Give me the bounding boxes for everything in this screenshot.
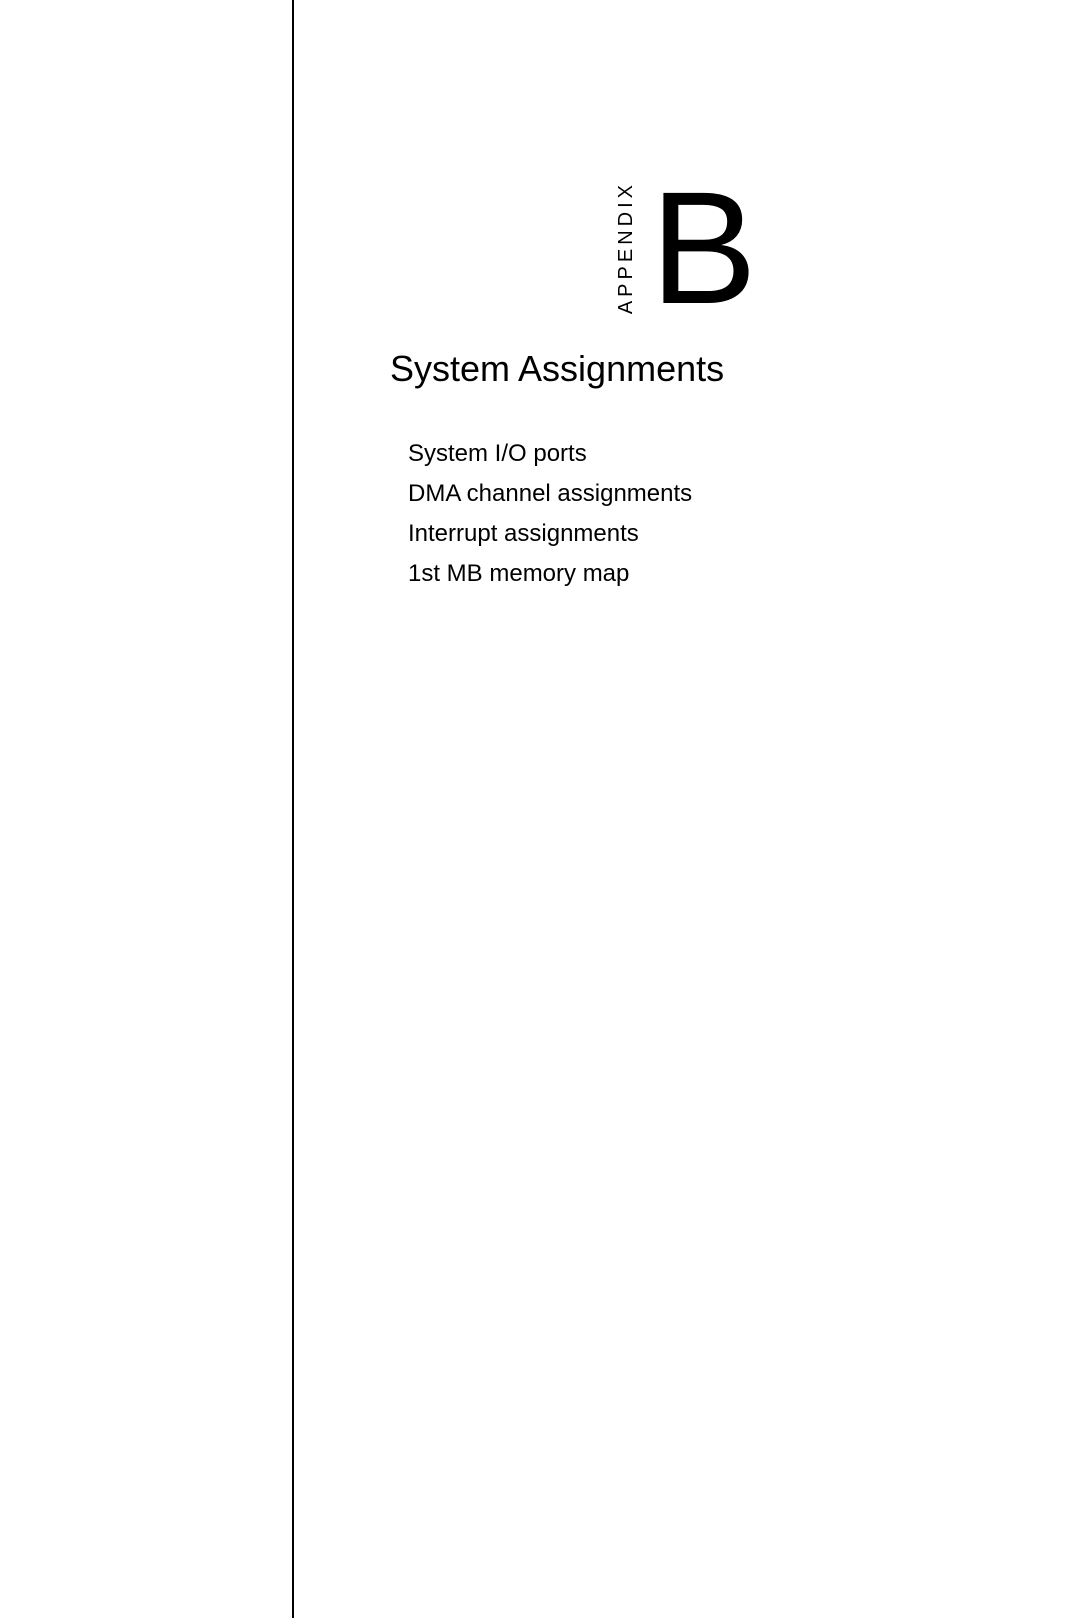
page-title: System Assignments: [390, 348, 724, 390]
list-item: System I/O ports: [408, 434, 692, 474]
topic-list: System I/O ports DMA channel assignments…: [408, 434, 692, 594]
document-page: APPENDIX B System Assignments System I/O…: [0, 0, 1080, 1618]
appendix-header: APPENDIX B: [615, 168, 757, 328]
list-item: DMA channel assignments: [408, 474, 692, 514]
vertical-divider: [292, 0, 294, 1618]
list-item: 1st MB memory map: [408, 554, 692, 594]
list-item: Interrupt assignments: [408, 514, 692, 554]
appendix-label: APPENDIX: [615, 181, 638, 314]
appendix-letter: B: [650, 168, 757, 328]
